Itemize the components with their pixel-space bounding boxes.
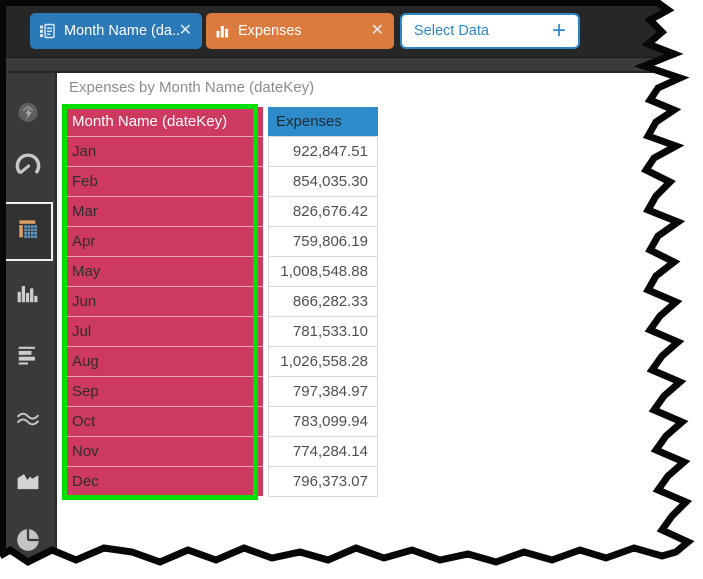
expense-value-cell[interactable]: 781,533.10 (269, 316, 377, 346)
expense-value-cell[interactable]: 826,676.42 (269, 196, 377, 226)
month-cell[interactable]: Aug (64, 346, 263, 376)
expenses-column-body: 922,847.51 854,035.30 826,676.42 759,806.19… (268, 136, 378, 497)
line-chart-icon (13, 403, 43, 438)
sidebar-item-bar-chart[interactable] (0, 333, 55, 383)
visualization-canvas: Expenses by Month Name (dateKey) Month N… (57, 70, 703, 579)
pie-chart-icon (12, 524, 44, 561)
expense-value-cell[interactable]: 1,026,558.28 (269, 346, 377, 376)
expense-value-cell[interactable]: 866,282.33 (269, 286, 377, 316)
sidebar-item-gauge[interactable] (0, 143, 55, 193)
sidebar-item-column-chart[interactable] (0, 270, 55, 320)
remove-value-field-icon[interactable]: ✕ (370, 22, 384, 39)
area-chart-icon (13, 466, 43, 501)
sidebar-item-pie-chart[interactable] (0, 517, 55, 567)
toolbar-divider (0, 57, 703, 73)
expense-value-cell[interactable]: 796,373.07 (269, 466, 377, 496)
visualization-title: Expenses by Month Name (dateKey) (69, 79, 315, 96)
month-cell[interactable]: Mar (64, 196, 263, 226)
smart-insights-icon (14, 99, 42, 132)
expenses-column: Expenses 922,847.51 854,035.30 826,676.42 7… (268, 107, 378, 497)
expense-value-cell[interactable]: 797,384.97 (269, 376, 377, 406)
expense-value-cell[interactable]: 774,284.14 (269, 436, 377, 466)
sidebar-item-line-chart[interactable] (0, 395, 55, 445)
expense-value-cell[interactable]: 1,008,548.88 (269, 256, 377, 286)
month-column-header[interactable]: Month Name (dateKey) (72, 113, 228, 130)
sidebar-item-grid[interactable] (3, 202, 53, 261)
select-data-label: Select Data (414, 23, 489, 39)
value-field-label: Expenses (238, 23, 302, 39)
month-cell[interactable]: Dec (64, 466, 263, 496)
grid-table-icon (13, 214, 43, 249)
gauge-icon (13, 151, 43, 186)
select-data-chip[interactable]: Select Data + (400, 13, 580, 49)
remove-row-field-icon[interactable]: ✕ (178, 22, 192, 39)
expense-value-cell[interactable]: 854,035.30 (269, 166, 377, 196)
add-field-plus-icon[interactable]: + (551, 17, 566, 44)
month-column-body: Jan Feb Mar Apr May Jun Jul Aug Sep Oct Nov Dec (64, 136, 263, 496)
month-cell[interactable]: Jan (64, 136, 263, 166)
month-cell[interactable]: Apr (64, 226, 263, 256)
sidebar-item-area-chart[interactable] (0, 458, 55, 508)
expenses-column-header[interactable]: Expenses (268, 107, 378, 136)
sidebar-item-smart-insights[interactable] (0, 90, 55, 140)
month-cell[interactable]: Nov (64, 436, 263, 466)
month-cell[interactable]: Jun (64, 286, 263, 316)
column-chart-icon (13, 278, 43, 313)
row-field-chip[interactable]: Month Name (da... ✕ (30, 13, 202, 49)
field-toolbar: Month Name (da... ✕ Expenses ✕ Select Da… (0, 0, 703, 57)
expense-value-cell[interactable]: 759,806.19 (269, 226, 377, 256)
value-field-chip[interactable]: Expenses ✕ (206, 13, 394, 49)
month-cell[interactable]: Sep (64, 376, 263, 406)
expense-value-cell[interactable]: 783,099.94 (269, 406, 377, 436)
chart-type-sidebar (0, 70, 57, 579)
bar-chart-icon (13, 341, 43, 376)
row-field-icon (40, 23, 55, 39)
measure-bars-icon (216, 25, 229, 38)
month-cell[interactable]: Jul (64, 316, 263, 346)
row-field-label: Month Name (da... (64, 23, 179, 39)
month-cell[interactable]: Oct (64, 406, 263, 436)
month-column: Month Name (dateKey) Jan Feb Mar Apr May Jun J… (64, 107, 263, 496)
month-cell[interactable]: May (64, 256, 263, 286)
expense-value-cell[interactable]: 922,847.51 (269, 136, 377, 166)
month-cell[interactable]: Feb (64, 166, 263, 196)
